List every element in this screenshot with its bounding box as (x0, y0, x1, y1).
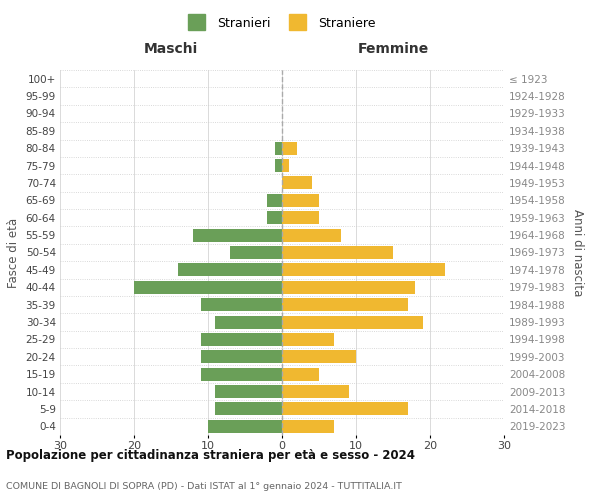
Bar (282, 228, 341, 241)
Text: Maschi: Maschi (144, 42, 198, 56)
Bar (275, 142, 282, 154)
Bar (282, 350, 356, 364)
Bar (200, 350, 282, 364)
Bar (178, 264, 282, 276)
Legend: Stranieri, Straniere: Stranieri, Straniere (182, 10, 382, 36)
Bar (215, 385, 282, 398)
Bar (200, 368, 282, 380)
Bar (267, 194, 282, 207)
Bar (193, 228, 282, 241)
Bar (215, 402, 282, 415)
Bar (282, 333, 334, 346)
Bar (282, 159, 289, 172)
Bar (134, 280, 282, 294)
Y-axis label: Anni di nascita: Anni di nascita (571, 209, 584, 296)
Bar (282, 264, 445, 276)
Bar (200, 333, 282, 346)
Bar (282, 316, 422, 328)
Bar (282, 194, 319, 207)
Bar (200, 298, 282, 311)
Bar (282, 385, 349, 398)
Y-axis label: Fasce di età: Fasce di età (7, 218, 20, 288)
Bar (282, 142, 297, 154)
Bar (215, 316, 282, 328)
Bar (282, 246, 393, 259)
Bar (282, 368, 319, 380)
Bar (275, 159, 282, 172)
Bar (230, 246, 282, 259)
Bar (282, 176, 311, 190)
Bar (282, 402, 408, 415)
Bar (208, 420, 282, 433)
Text: Popolazione per cittadinanza straniera per età e sesso - 2024: Popolazione per cittadinanza straniera p… (6, 450, 415, 462)
Bar (282, 420, 334, 433)
Bar (282, 280, 415, 294)
Bar (282, 298, 408, 311)
Text: Femmine: Femmine (358, 42, 428, 56)
Bar (282, 211, 319, 224)
Text: COMUNE DI BAGNOLI DI SOPRA (PD) - Dati ISTAT al 1° gennaio 2024 - TUTTITALIA.IT: COMUNE DI BAGNOLI DI SOPRA (PD) - Dati I… (6, 482, 402, 491)
Bar (267, 211, 282, 224)
